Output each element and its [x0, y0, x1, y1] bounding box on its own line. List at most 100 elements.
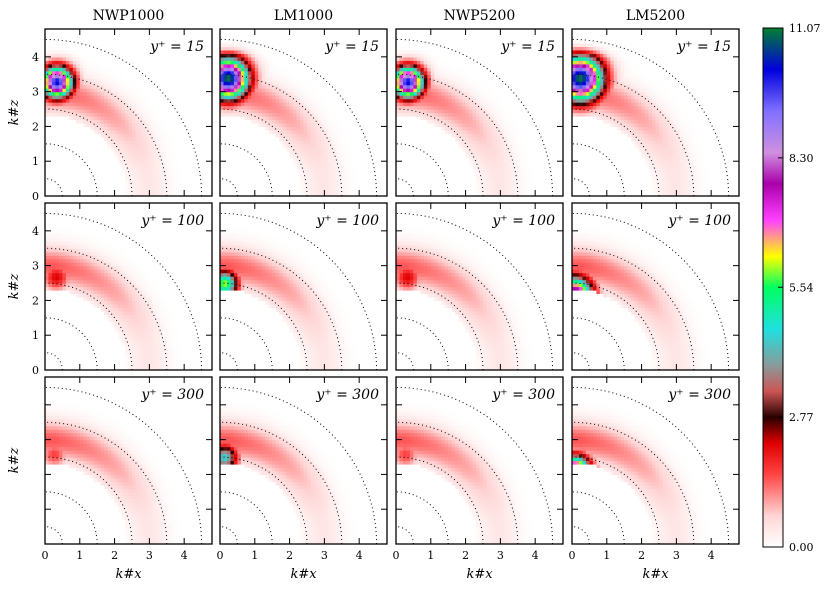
heatmap-cell	[686, 161, 691, 166]
heatmap-cell	[679, 157, 684, 162]
heatmap-cell	[240, 286, 245, 291]
heatmap-cell	[596, 115, 601, 121]
heatmap-cell	[402, 105, 408, 110]
heatmap-cell	[476, 105, 481, 110]
heatmap-cell	[652, 88, 657, 93]
heatmap-cell	[486, 185, 491, 190]
heatmap-cell	[142, 129, 147, 134]
heatmap-cell	[62, 74, 67, 79]
heatmap-cell	[93, 129, 98, 134]
heatmap-cell	[251, 234, 256, 239]
heatmap-cell	[90, 262, 95, 267]
heatmap-cell	[599, 98, 604, 103]
heatmap-cell	[261, 63, 266, 68]
heatmap-cell	[121, 154, 126, 159]
heatmap-cell	[341, 154, 346, 159]
heatmap-cell	[83, 241, 88, 246]
heatmap-cell	[166, 345, 171, 350]
heatmap-cell	[672, 102, 677, 107]
heatmap-cell	[693, 147, 698, 152]
heatmap-cell	[237, 230, 242, 235]
heatmap-cell	[503, 109, 508, 114]
heatmap-cell	[247, 74, 252, 79]
heatmap-cell	[163, 331, 168, 336]
heatmap-cell	[578, 53, 584, 58]
heatmap-cell	[79, 251, 84, 256]
heatmap-cell	[606, 98, 611, 103]
heatmap-cell	[341, 150, 346, 155]
heatmap-cell	[254, 95, 259, 100]
heatmap-cell	[514, 136, 519, 141]
heatmap-cell	[514, 182, 519, 187]
heatmap-cell	[517, 150, 522, 155]
heatmap-cell	[479, 105, 484, 110]
heatmap-cell	[345, 157, 350, 162]
heatmap-cell	[289, 105, 294, 110]
heatmap-cell	[306, 171, 312, 176]
heatmap-cell	[45, 98, 50, 103]
heatmap-cell	[331, 129, 336, 134]
heatmap-cell	[149, 359, 154, 364]
heatmap-cell	[51, 49, 57, 54]
heatmap-cell	[293, 335, 298, 340]
heatmap-cell	[655, 140, 660, 145]
heatmap-cell	[437, 88, 442, 93]
heatmap-cell	[589, 95, 594, 100]
heatmap-cell	[517, 157, 522, 162]
heatmap-cell	[272, 279, 277, 284]
heatmap-cell	[472, 122, 477, 128]
heatmap-cell	[317, 115, 322, 121]
heatmap-cell	[135, 345, 140, 350]
heatmap-cell	[338, 129, 343, 134]
heatmap-cell	[118, 269, 123, 274]
heatmap-cell	[251, 255, 256, 260]
heatmap-cell	[230, 286, 235, 291]
heatmap-cell	[121, 255, 126, 260]
heatmap-cell	[76, 70, 81, 75]
heatmap-cell	[324, 182, 329, 187]
heatmap-cell	[441, 84, 446, 89]
heatmap-cell	[135, 276, 140, 281]
heatmap-cell	[45, 56, 50, 61]
heatmap-cell	[142, 95, 147, 100]
heatmap-cell	[100, 296, 105, 302]
heatmap-cell	[166, 359, 171, 364]
heatmap-cell	[149, 178, 154, 183]
heatmap-cell	[152, 335, 157, 340]
heatmap-cell	[286, 115, 291, 121]
heatmap-cell	[58, 234, 63, 239]
heatmap-cell	[399, 98, 404, 103]
heatmap-cell	[104, 269, 109, 274]
heatmap-cell	[72, 258, 77, 263]
heatmap-cell	[254, 109, 259, 114]
heatmap-cell	[240, 60, 245, 65]
heatmap-cell	[300, 84, 305, 89]
heatmap-cell	[665, 147, 671, 152]
heatmap-cell	[69, 95, 74, 100]
heatmap-cell	[289, 314, 294, 319]
heatmap-cell	[100, 307, 105, 312]
heatmap-cell	[638, 88, 643, 93]
heatmap-cell	[48, 112, 53, 117]
heatmap-cell	[503, 143, 508, 148]
heatmap-cell	[237, 269, 242, 274]
heatmap-cell	[313, 178, 319, 183]
heatmap-cell	[334, 175, 339, 180]
heatmap-cell	[286, 310, 291, 315]
heatmap-cell	[223, 84, 228, 89]
heatmap-cell	[479, 115, 484, 121]
heatmap-cell	[510, 136, 515, 141]
heatmap-cell	[324, 126, 329, 131]
heatmap-cell	[448, 84, 453, 89]
heatmap-cell	[114, 279, 119, 284]
heatmap-cell	[125, 338, 130, 343]
heatmap-cell	[430, 102, 435, 107]
heatmap-cell	[472, 133, 477, 138]
heatmap-cell	[496, 115, 501, 121]
heatmap-cell	[142, 366, 147, 370]
heatmap-cell	[582, 70, 587, 75]
heatmap-cell	[226, 46, 232, 51]
heatmap-cell	[399, 95, 404, 100]
heatmap-cell	[286, 296, 291, 302]
heatmap-cell	[93, 109, 98, 114]
